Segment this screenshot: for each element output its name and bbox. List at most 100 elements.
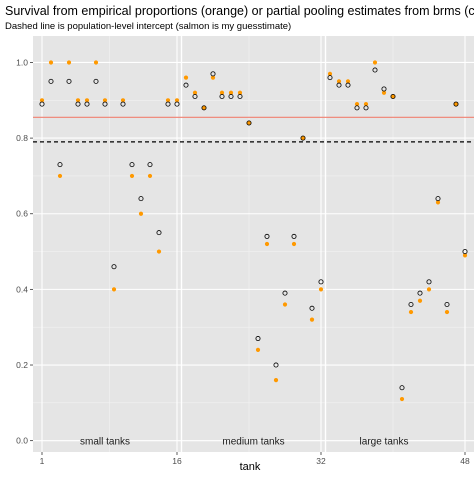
empirical-point xyxy=(174,98,180,103)
empirical-point xyxy=(120,98,126,103)
empirical-point xyxy=(399,396,405,402)
estimate-point xyxy=(219,94,225,100)
estimate-point xyxy=(201,105,207,111)
estimate-point xyxy=(408,302,414,308)
estimate-point xyxy=(462,249,468,255)
empirical-point xyxy=(309,317,315,322)
y-tick-label: 1.0 xyxy=(16,57,28,67)
empirical-point xyxy=(183,75,189,80)
estimate-point xyxy=(147,162,153,168)
empirical-point xyxy=(192,90,198,95)
estimate-point xyxy=(192,94,198,100)
empirical-point xyxy=(453,101,459,107)
estimate-point xyxy=(399,385,405,391)
empirical-point xyxy=(237,90,243,95)
empirical-point xyxy=(210,75,216,80)
estimate-point xyxy=(435,196,441,202)
empirical-point xyxy=(345,79,351,84)
estimate-point xyxy=(246,120,252,126)
estimate-point xyxy=(390,94,396,100)
empirical-point xyxy=(327,71,333,76)
empirical-point xyxy=(165,98,171,103)
x-tick-label: 1 xyxy=(40,456,45,466)
group-label: large tanks xyxy=(360,437,409,448)
y-tick-label: 0.2 xyxy=(16,360,28,370)
estimate-point xyxy=(327,75,333,81)
empirical-point xyxy=(228,90,234,95)
empirical-point xyxy=(147,173,153,179)
estimate-point xyxy=(156,230,162,236)
estimate-point xyxy=(120,101,126,107)
x-tick-label: 32 xyxy=(316,456,326,466)
estimate-point xyxy=(183,82,189,88)
empirical-point xyxy=(408,309,414,315)
empirical-point xyxy=(84,98,90,103)
estimate-point xyxy=(273,362,279,368)
empirical-point xyxy=(282,302,288,307)
chart-title: Survival from empirical proportions (ora… xyxy=(5,4,474,18)
estimate-point xyxy=(48,78,54,84)
estimate-point xyxy=(417,290,423,296)
estimate-point xyxy=(336,82,342,88)
x-axis-ticks: 1 16 32 48 xyxy=(40,452,470,466)
estimate-point xyxy=(444,302,450,308)
estimate-point xyxy=(39,101,45,107)
empirical-point xyxy=(246,120,252,126)
y-tick-label: 0.0 xyxy=(16,436,28,446)
estimate-point xyxy=(102,101,108,107)
estimate-point xyxy=(84,101,90,107)
estimate-point xyxy=(282,290,288,296)
estimate-point xyxy=(237,94,243,100)
estimate-point xyxy=(264,233,270,239)
group-dividers xyxy=(180,36,327,452)
estimate-point xyxy=(309,305,315,311)
empirical-point xyxy=(129,173,135,179)
empirical-point xyxy=(255,347,261,352)
estimate-point xyxy=(291,233,297,239)
estimate-point xyxy=(381,86,387,92)
estimate-point xyxy=(93,78,99,84)
empirical-point xyxy=(93,60,99,65)
x-tick-label: 16 xyxy=(172,456,182,466)
empirical-point xyxy=(291,241,297,247)
estimate-point xyxy=(111,264,117,270)
empirical-point xyxy=(48,60,54,65)
x-axis-title: tank xyxy=(240,461,261,473)
empirical-point xyxy=(318,287,324,292)
reference-lines xyxy=(33,116,474,143)
estimate-point xyxy=(426,279,432,285)
empirical-point xyxy=(156,249,162,254)
estimate-point xyxy=(138,196,144,202)
estimate-point xyxy=(318,279,324,285)
estimate-point xyxy=(372,67,378,73)
y-tick-label: 0.6 xyxy=(16,209,28,219)
estimate-point xyxy=(57,162,63,168)
group-label: medium tanks xyxy=(222,437,284,448)
y-tick-label: 0.4 xyxy=(16,284,28,294)
estimate-point xyxy=(255,336,261,342)
estimate-point xyxy=(345,82,351,88)
empirical-point xyxy=(201,105,207,110)
estimate-point xyxy=(165,101,171,107)
estimate-point xyxy=(174,101,180,107)
empirical-point xyxy=(444,309,450,315)
empirical-point xyxy=(138,211,144,216)
empirical-point xyxy=(354,101,360,107)
y-tick-label: 0.8 xyxy=(16,133,28,143)
grid-lines xyxy=(33,36,474,452)
empirical-point xyxy=(273,378,279,383)
empirical-point xyxy=(264,241,270,247)
empirical-point xyxy=(435,200,441,205)
empirical-point xyxy=(363,101,369,107)
empirical-point xyxy=(300,136,306,141)
estimate-point xyxy=(75,101,81,107)
group-annotations: small tanks medium tanks large tanks xyxy=(80,437,408,448)
estimate-point xyxy=(129,162,135,168)
empirical-point xyxy=(390,94,396,99)
estimate-point xyxy=(66,78,72,84)
empirical-point xyxy=(102,98,108,103)
x-tick-label: 48 xyxy=(460,456,470,466)
empirical-point xyxy=(57,173,63,179)
group-label: small tanks xyxy=(80,437,130,448)
